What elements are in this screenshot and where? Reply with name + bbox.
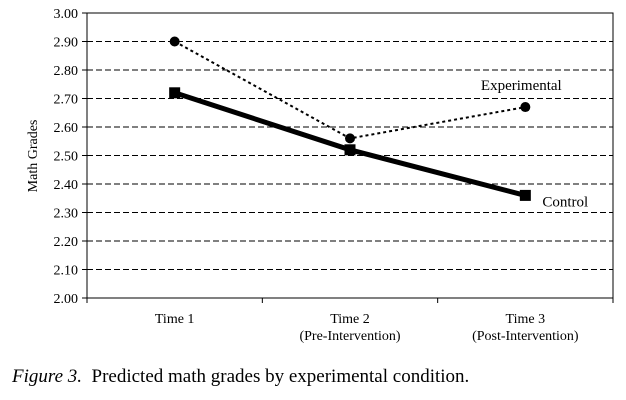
x-tick-label: (Pre-Intervention) (299, 329, 400, 344)
y-tick-label: 2.80 (54, 64, 79, 79)
y-tick-label: 2.10 (54, 264, 79, 279)
experimental-data-point (345, 133, 355, 144)
experimental-series-label: Experimental (481, 78, 562, 94)
experimental-series-line (174, 40, 526, 140)
y-tick-label: 2.40 (54, 178, 79, 193)
experimental-data-point (169, 36, 180, 47)
control-data-point (344, 144, 356, 156)
data-series: Experimental Control (169, 36, 588, 210)
y-axis-title: Math Grades (26, 120, 41, 193)
y-tick-label: 2.60 (54, 121, 79, 136)
x-tick-label: Time 3 (506, 312, 546, 327)
line-chart: 2.00 2.10 2.20 2.30 2.40 2.50 2.60 2.70 2.80 2.90… (26, 7, 614, 344)
x-tick-label: (Post-Intervention) (472, 329, 579, 344)
gridlines (87, 41, 613, 270)
y-tick-label: 2.20 (54, 235, 79, 250)
y-tick-label: 2.00 (54, 292, 79, 307)
y-axis: 2.00 2.10 2.20 2.30 2.40 2.50 2.60 2.70 2.80 2.90… (54, 7, 87, 307)
y-tick-label: 2.50 (54, 150, 79, 165)
y-tick-label: 3.00 (54, 7, 79, 22)
control-data-point (169, 87, 181, 99)
x-tick-label: Time 2 (330, 312, 370, 327)
experimental-data-point (520, 102, 531, 113)
control-data-point (519, 189, 531, 201)
x-axis: Time 1 Time 2 (Pre-Intervention) Time 3 (Pos… (86, 298, 614, 344)
y-tick-label: 2.90 (54, 36, 79, 51)
x-tick-label: Time 1 (155, 312, 195, 327)
figure-caption-text: Predicted math grades by experimental co… (91, 366, 470, 387)
figure-caption: Figure 3. Predicted math grades by exper… (12, 366, 469, 388)
y-tick-label: 2.30 (54, 207, 79, 222)
control-series-line (173, 90, 526, 198)
control-series-label: Control (542, 194, 588, 210)
y-tick-label: 2.70 (54, 93, 79, 108)
figure-label: Figure 3. (12, 366, 83, 387)
